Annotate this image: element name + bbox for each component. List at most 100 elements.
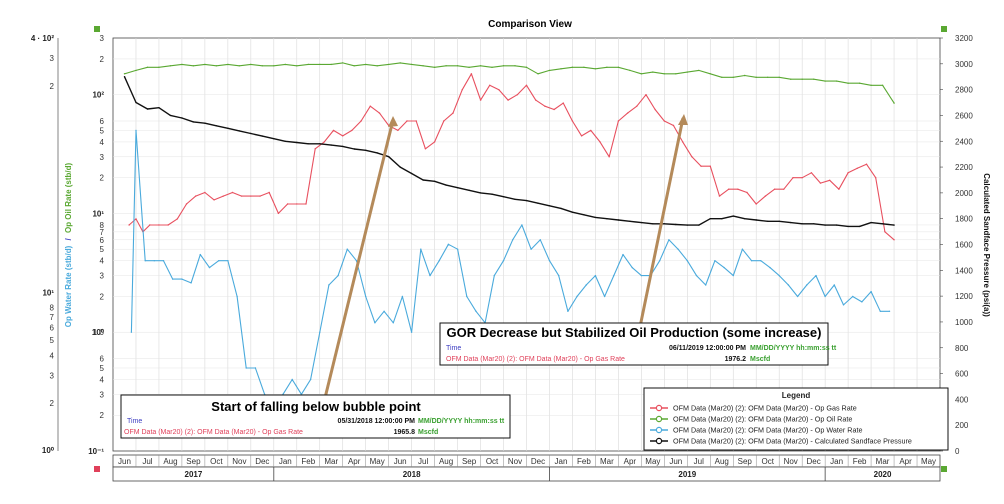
axis-marker-bottom-left-icon[interactable] [94,466,100,472]
series-point [461,89,463,91]
month-label: Sep [186,457,201,466]
series-point [305,203,307,205]
month-label: Aug [439,457,453,466]
series-point [652,71,654,73]
series-point [767,76,769,79]
series-point [452,112,454,114]
series-point [227,260,229,262]
right-tick-label: 1200 [955,292,973,301]
series-point [769,266,771,269]
log-minor-tick-label: 5 [100,245,105,254]
series-point [360,120,362,122]
series-point [691,156,693,158]
series-point [401,295,404,298]
series-point [714,260,716,262]
ylabel-oil: Op Oil Rate (stb/d) [64,162,73,233]
axis-marker-bottom-right-icon[interactable] [941,466,947,472]
series-point [631,266,633,269]
series-point [544,105,546,107]
series-point [491,193,493,195]
series-point [399,62,401,64]
series-point [273,65,275,67]
series-point [215,125,218,127]
legend-swatch-marker [655,437,663,445]
month-label: Jun [394,457,407,466]
series-point [750,260,753,262]
series-point [571,120,574,122]
annotation-time-value: 06/11/2019 12:00:00 PM [669,345,746,352]
series-point [583,66,585,69]
series-point [668,239,670,241]
log-minor-tick-label: 8 [100,221,105,230]
series-point [479,65,482,67]
series-point [158,66,160,69]
series-point [259,195,261,197]
series-point [291,378,293,381]
series-point [456,248,459,250]
series-point [240,195,243,197]
series-point [365,149,367,151]
legend-swatch-marker [655,415,663,423]
legend[interactable]: Legend OFM Data (Mar20) (2): OFM Data (M… [643,387,949,451]
series-point [130,331,133,333]
series-point [764,195,767,197]
right-tick-label: 2600 [955,111,973,120]
series-point [682,141,684,143]
series-point [525,199,528,202]
outer-axis-tick-label: 8 [50,304,55,313]
series-point [530,248,532,250]
series-point [815,274,817,277]
series-point [443,120,445,122]
series-point [388,156,390,158]
log-major-tick-label: 10⁻¹ [88,447,104,456]
series-point [686,260,688,262]
series-point [675,73,677,75]
outer-axis-tick-label: 5 [50,336,55,345]
series-point [594,274,597,277]
series-point [261,135,263,137]
series-point [273,138,275,140]
series-point [502,196,505,198]
series-point [406,120,408,122]
series-point [307,143,309,145]
right-tick-label: 600 [955,370,969,379]
annotation-arrows [323,114,688,399]
series-point [718,195,721,197]
series-point [801,78,803,80]
outer-axis-tick-label: 7 [50,313,55,322]
log-minor-tick-label: 2 [100,411,105,420]
series-point [622,253,624,256]
annotation-time-unit: MM/DD/YYYY hh:mm:ss tt [750,345,837,352]
series-point [810,172,813,174]
series-point [374,322,376,324]
series-point [562,102,564,104]
outer-axis-tick-label: 2 [50,82,55,91]
series-point [884,231,886,233]
series-point [314,148,316,150]
right-tick-label: 1400 [955,266,973,275]
month-label: Apr [624,457,637,466]
series-point [514,65,516,67]
month-label: Jan [830,457,843,466]
series-point [514,198,516,200]
series-point [378,112,381,114]
series-point [158,107,160,109]
annotation-gor[interactable]: GOR Decrease but Stabilized Oil Producti… [439,322,837,366]
right-tick-label: 3200 [955,34,973,43]
series-point [728,188,730,190]
series-point [238,65,240,67]
series-point [204,63,206,66]
series-point [613,274,615,277]
series-point [250,63,252,66]
series-point [723,266,725,269]
annotation-bubble-point[interactable]: Start of falling below bubble point Time… [120,394,511,439]
ylabel-sep: / [64,237,73,240]
series-point [128,224,130,226]
axis-marker-top-right-icon[interactable] [941,26,947,32]
series-point [833,284,835,286]
series-point [893,239,895,241]
series-point [135,129,137,132]
log-minor-tick-label: 7 [100,228,105,237]
axis-marker-top-left-icon[interactable] [94,26,100,32]
month-label: Jul [418,457,428,466]
